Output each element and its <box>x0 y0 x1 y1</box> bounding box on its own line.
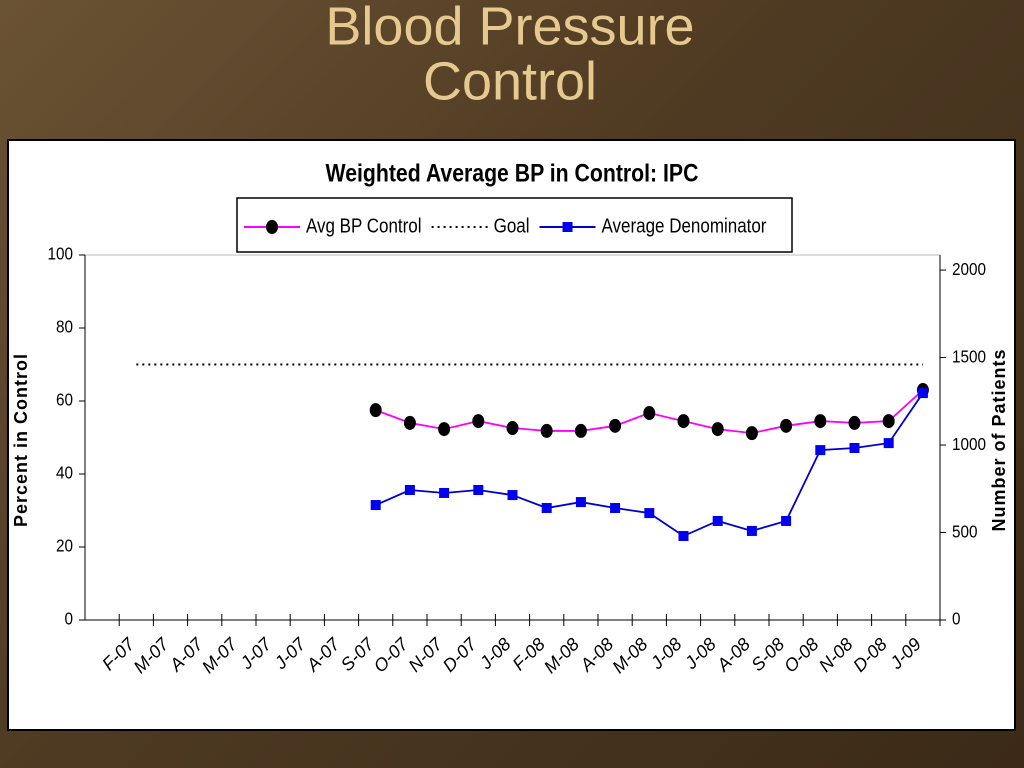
chart-title: Weighted Average BP in Control: IPC <box>326 159 699 187</box>
data-point <box>781 515 792 526</box>
data-point <box>711 422 724 437</box>
y2-tick-label: 1000 <box>952 434 986 454</box>
legend: Avg BP Control Goal Average Denominator <box>236 197 793 253</box>
slide-title-line: Blood Pressure <box>325 0 694 56</box>
y2-tick-label: 0 <box>952 609 961 629</box>
data-point <box>403 415 416 430</box>
data-point <box>574 423 587 438</box>
legend-label: Goal <box>494 214 530 237</box>
data-point <box>575 497 586 508</box>
y2-tick-label: 500 <box>952 521 978 541</box>
data-point <box>369 403 382 418</box>
data-point <box>677 414 690 429</box>
data-point <box>814 414 827 429</box>
data-point <box>540 423 553 438</box>
data-point <box>507 490 518 501</box>
data-point <box>438 422 451 437</box>
data-point <box>849 442 860 453</box>
data-point <box>746 525 757 536</box>
legend-marker <box>562 222 573 232</box>
data-point <box>712 515 723 526</box>
y-tick-label: 0 <box>64 609 73 629</box>
data-point <box>780 418 793 433</box>
y-tick-label: 20 <box>56 536 73 556</box>
y-tick-label: 80 <box>56 317 73 337</box>
data-point <box>404 484 415 495</box>
y-tick-label: 40 <box>56 463 73 483</box>
data-point <box>745 426 758 441</box>
data-point <box>610 503 621 514</box>
legend-marker <box>266 220 278 234</box>
data-point <box>541 503 552 514</box>
data-point <box>439 487 450 498</box>
data-point <box>917 388 928 399</box>
y-tick-label: 100 <box>47 244 73 264</box>
data-point <box>815 445 826 456</box>
legend-label: Average Denominator <box>602 214 767 237</box>
y2-tick-label: 2000 <box>952 259 986 279</box>
data-point <box>643 406 656 421</box>
data-point <box>883 438 894 449</box>
data-point <box>472 414 485 429</box>
data-point <box>473 484 484 495</box>
data-point <box>644 508 655 519</box>
y-axis-label: Percent in Control <box>11 353 31 527</box>
y2-tick-label: 1500 <box>952 346 986 366</box>
data-point <box>506 421 519 436</box>
legend-box <box>236 197 793 253</box>
data-point <box>609 418 622 433</box>
data-point <box>370 500 381 511</box>
data-point <box>678 531 689 542</box>
legend-label: Avg BP Control <box>306 214 422 237</box>
y2-axis-label: Number of Patients <box>989 348 1009 531</box>
slide-title-line: Control <box>423 51 597 111</box>
y-tick-label: 60 <box>56 390 73 410</box>
data-point <box>882 414 895 429</box>
data-point <box>848 415 861 430</box>
